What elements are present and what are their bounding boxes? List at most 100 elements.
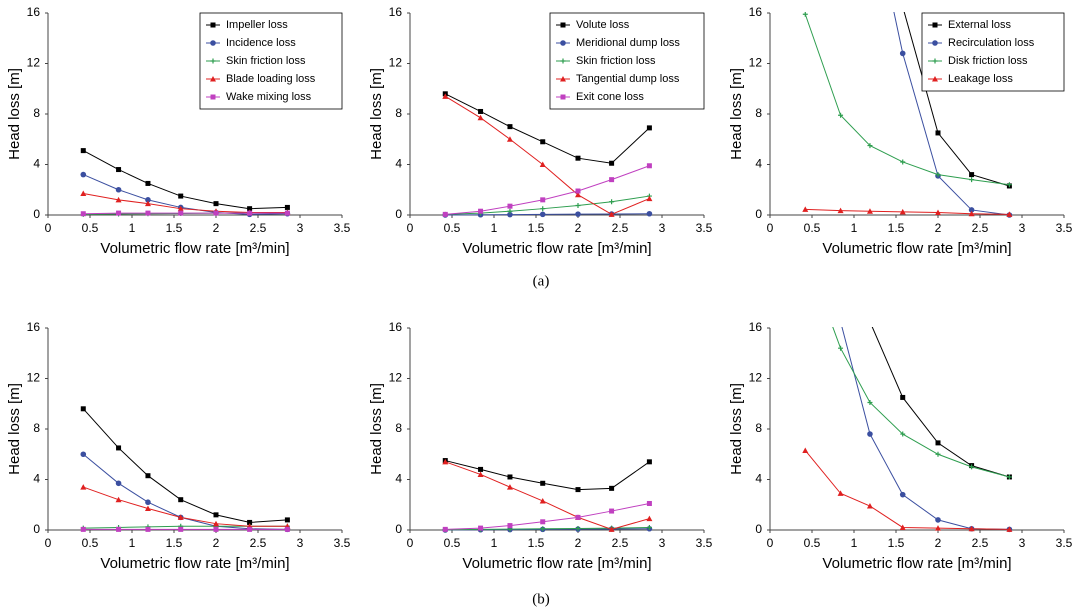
marker: [540, 139, 546, 145]
x-axis-label: Volumetric flow rate [m³/min]: [822, 555, 1011, 572]
marker: [477, 114, 484, 121]
marker: [507, 211, 513, 218]
marker: [867, 143, 873, 149]
marker: [646, 500, 652, 506]
marker: [560, 94, 566, 100]
x-tick-label: 3.5: [696, 221, 713, 235]
marker: [115, 496, 122, 503]
legend-label: Exit cone loss: [576, 91, 644, 103]
x-tick-label: 0: [45, 221, 52, 235]
marker: [1006, 526, 1013, 532]
marker: [115, 480, 122, 487]
x-tick-label: 1: [129, 536, 136, 550]
marker: [213, 520, 219, 527]
marker: [899, 208, 906, 215]
x-tick-label: 2: [935, 221, 942, 235]
marker: [935, 517, 941, 523]
marker: [478, 466, 484, 472]
marker: [442, 211, 448, 217]
y-tick-label: 12: [389, 56, 403, 70]
marker: [145, 197, 151, 203]
x-tick-label: 3.5: [334, 221, 351, 235]
x-axis-label: Volumetric flow rate [m³/min]: [100, 240, 289, 257]
marker: [144, 200, 151, 207]
marker: [867, 399, 873, 405]
legend-label: Skin friction loss: [226, 55, 306, 67]
marker: [838, 112, 844, 118]
marker: [145, 180, 151, 186]
series-line: [805, 208, 1010, 215]
marker: [646, 524, 652, 530]
x-tick-label: 0.5: [804, 536, 821, 550]
marker: [213, 512, 219, 518]
marker: [145, 473, 151, 479]
marker: [646, 163, 652, 169]
marker: [560, 40, 566, 46]
marker: [935, 451, 941, 457]
marker: [899, 50, 906, 57]
marker: [213, 210, 219, 216]
marker: [932, 76, 938, 82]
marker: [932, 58, 938, 64]
marker: [540, 519, 546, 525]
marker: [867, 319, 872, 324]
marker: [1006, 211, 1013, 217]
marker: [935, 209, 941, 215]
marker: [80, 451, 87, 458]
marker: [478, 208, 484, 214]
legend-label: Disk friction loss: [948, 55, 1028, 67]
y-axis-label: Head loss [m]: [6, 68, 23, 160]
y-tick-label: 0: [33, 207, 40, 221]
marker: [210, 76, 216, 82]
plot: [802, 319, 1013, 533]
y-tick-label: 4: [395, 157, 402, 171]
marker: [609, 199, 615, 205]
marker: [560, 58, 566, 64]
x-tick-label: 3.5: [696, 536, 713, 550]
marker: [80, 406, 86, 412]
marker: [968, 207, 975, 213]
marker: [608, 526, 615, 532]
y-tick-label: 0: [755, 207, 762, 221]
marker: [478, 108, 484, 114]
legend-label: Tangential dump loss: [576, 73, 680, 85]
marker: [900, 4, 905, 9]
marker: [115, 196, 122, 203]
marker: [609, 160, 615, 166]
y-tick-label: 8: [33, 421, 40, 435]
marker: [213, 526, 219, 532]
y-tick-label: 4: [33, 157, 40, 171]
marker: [575, 525, 581, 531]
marker: [539, 497, 546, 504]
x-tick-label: 2: [213, 221, 220, 235]
marker: [575, 203, 581, 209]
x-tick-label: 2: [213, 536, 220, 550]
x-tick-label: 1: [851, 536, 858, 550]
y-tick-label: 16: [749, 320, 763, 334]
y-tick-label: 12: [389, 371, 403, 385]
marker: [802, 206, 809, 212]
marker: [442, 526, 448, 532]
marker: [210, 40, 216, 46]
marker: [145, 526, 151, 532]
plot: [80, 148, 291, 218]
y-tick-label: 16: [27, 5, 41, 19]
marker: [80, 484, 87, 490]
series-line: [445, 502, 650, 530]
marker: [575, 514, 581, 520]
marker: [609, 177, 615, 183]
x-tick-label: 1.5: [528, 221, 545, 235]
marker: [247, 210, 253, 216]
marker: [932, 40, 938, 46]
marker: [837, 207, 844, 214]
marker: [935, 525, 941, 531]
marker: [866, 503, 873, 509]
marker: [80, 211, 86, 217]
x-tick-label: 2.5: [972, 536, 989, 550]
x-tick-label: 2: [575, 536, 582, 550]
marker: [1006, 474, 1012, 480]
caption: (b): [532, 591, 550, 607]
marker: [80, 190, 87, 197]
marker: [477, 471, 484, 477]
